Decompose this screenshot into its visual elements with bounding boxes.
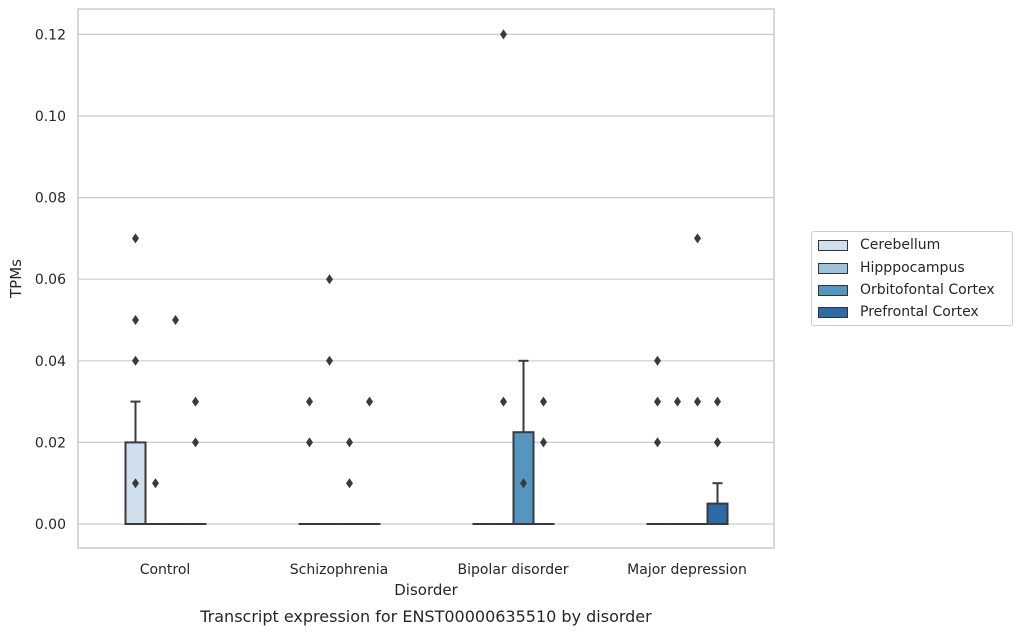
legend-item-hippocampus: Hipppocampus xyxy=(818,258,965,278)
outlier-point xyxy=(714,437,721,448)
plot-frame xyxy=(77,8,775,549)
legend-swatch-prefrontal xyxy=(818,306,848,318)
y-tick-label: 0.12 xyxy=(35,27,66,43)
x-tick-label: Control xyxy=(140,562,191,578)
x-tick-label: Major depression xyxy=(627,562,747,578)
y-axis-label: TPMs xyxy=(7,259,25,299)
y-tick-label: 0.00 xyxy=(35,517,66,533)
legend-swatch-hippocampus xyxy=(818,262,848,274)
legend: Cerebellum Hipppocampus Orbitofontal Cor… xyxy=(811,231,1013,326)
outlier-point xyxy=(346,478,353,489)
outlier-point xyxy=(192,437,199,448)
outlier-point xyxy=(172,315,179,325)
legend-item-cerebellum: Cerebellum xyxy=(818,235,940,255)
outlier-point xyxy=(654,355,661,366)
outlier-point xyxy=(132,355,139,366)
outlier-point xyxy=(694,233,701,244)
box-orbitofontal-cortex xyxy=(512,431,535,526)
y-tick-label: 0.08 xyxy=(35,191,66,207)
outlier-point xyxy=(500,396,507,407)
legend-label-prefrontal: Prefrontal Cortex xyxy=(860,304,979,320)
outlier-point xyxy=(132,315,139,325)
outlier-point xyxy=(306,437,313,448)
outlier-point xyxy=(326,274,333,285)
y-tick-label: 0.04 xyxy=(35,354,66,370)
outlier-point xyxy=(654,396,661,407)
outlier-point xyxy=(192,396,199,407)
legend-swatch-cerebellum xyxy=(818,239,848,251)
outlier-point xyxy=(674,396,681,407)
outlier-point xyxy=(694,396,701,407)
y-tick-label: 0.02 xyxy=(35,435,66,451)
chart-title: Transcript expression for ENST0000063551… xyxy=(199,607,652,626)
legend-swatch-orbitofrontal xyxy=(818,284,848,296)
outlier-point xyxy=(306,396,313,407)
outlier-point xyxy=(714,396,721,407)
x-tick-label: Bipolar disorder xyxy=(457,562,568,578)
legend-label-hippocampus: Hipppocampus xyxy=(860,260,965,276)
y-tick-label: 0.06 xyxy=(35,272,66,288)
outlier-point xyxy=(520,478,527,489)
legend-label-cerebellum: Cerebellum xyxy=(860,237,941,253)
outlier-point xyxy=(540,437,547,448)
y-tick-label: 0.10 xyxy=(35,109,66,125)
legend-item-orbitofrontal: Orbitofontal Cortex xyxy=(818,280,995,300)
outlier-point xyxy=(152,478,159,489)
outlier-point xyxy=(132,233,139,244)
outlier-point xyxy=(500,29,507,40)
x-axis-label: Disorder xyxy=(394,581,458,599)
outlier-point xyxy=(366,396,373,407)
outlier-point xyxy=(326,355,333,366)
legend-label-orbitofrontal: Orbitofontal Cortex xyxy=(860,282,995,298)
legend-item-prefrontal: Prefrontal Cortex xyxy=(818,302,979,322)
outlier-point xyxy=(540,396,547,407)
x-tick-label: Schizophrenia xyxy=(290,562,388,578)
outlier-point xyxy=(654,437,661,448)
outlier-point xyxy=(346,437,353,448)
outlier-point xyxy=(132,478,139,489)
box-prefrontal-cortex xyxy=(706,502,729,526)
